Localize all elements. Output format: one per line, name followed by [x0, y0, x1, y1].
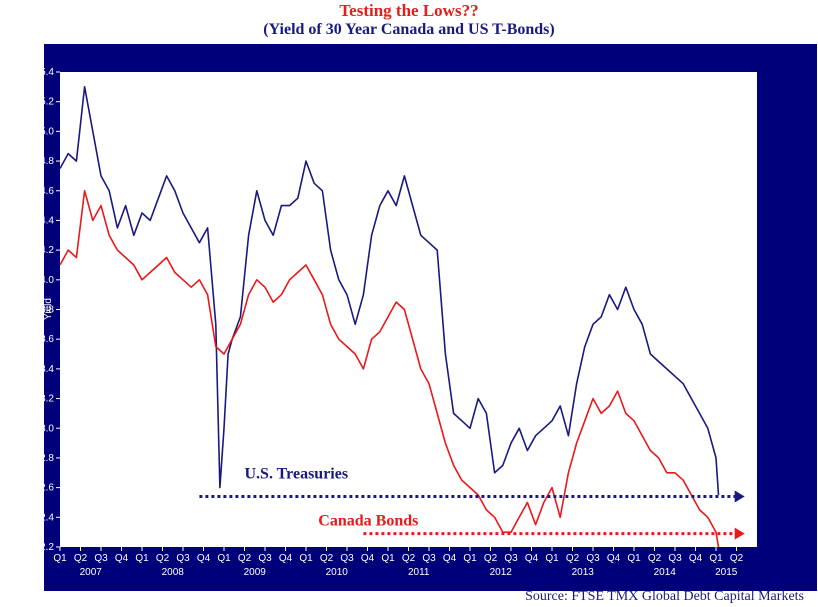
arrow-head-icon	[734, 490, 745, 503]
x-tick-label: Q4	[115, 553, 129, 564]
y-tick-label: 4.4	[44, 215, 54, 226]
x-tick-label: Q1	[709, 553, 723, 564]
year-label: 2008	[162, 567, 185, 578]
y-tick-label: 2.8	[44, 453, 54, 464]
x-tick-label: Q2	[566, 553, 580, 564]
y-axis-label: Yield	[44, 298, 54, 320]
x-tick-label: Q1	[463, 553, 477, 564]
chart-title: Testing the Lows??	[339, 1, 479, 20]
y-axis: 5.4 5.2 5.0 4.8 4.6 4.4 4.2 4.0 3.8 3.6 3.4 3.2 3.0 2…	[44, 67, 60, 553]
y-tick-label: 5.4	[44, 67, 54, 78]
y-tick-label: 3.2	[44, 394, 54, 405]
x-tick-label: Q3	[504, 553, 518, 564]
year-label: 2009	[244, 567, 267, 578]
x-tick-label: Q4	[197, 553, 211, 564]
y-tick-label: 3.6	[44, 334, 54, 345]
y-tick-label: 4.8	[44, 156, 54, 167]
x-tick-label: Q4	[279, 553, 293, 564]
series-line-us-treasuries	[59, 85, 720, 496]
series-layer	[59, 85, 720, 548]
year-label: 2010	[326, 567, 349, 578]
y-tick-label: 2.4	[44, 512, 54, 523]
x-tick-label: Q3	[176, 553, 190, 564]
x-axis: Q1 Q2 Q3 Q4 Q1 Q2 Q3 Q4 Q1 Q2 Q3 Q4 Q1 Q2 Q3 Q4 Q1 Q2 Q3 Q4…	[53, 547, 744, 578]
year-label: 2015	[715, 567, 738, 578]
x-tick-label: Q3	[94, 553, 108, 564]
x-tick-label: Q4	[443, 553, 457, 564]
x-tick-label: Q2	[238, 553, 252, 564]
arrow-head-icon	[734, 527, 745, 540]
source-note: Source: FTSE TMX Global Debt Capital Mar…	[525, 589, 804, 604]
x-tick-label: Q1	[53, 553, 67, 564]
y-tick-label: 3.4	[44, 364, 54, 375]
year-label: 2011	[408, 567, 430, 578]
x-tick-label: Q2	[730, 553, 744, 564]
y-tick-label: 4.6	[44, 186, 54, 197]
y-tick-label: 2.2	[44, 542, 54, 553]
x-tick-label: Q2	[648, 553, 662, 564]
x-tick-label: Q2	[320, 553, 334, 564]
x-tick-label: Q2	[402, 553, 416, 564]
x-tick-label: Q4	[525, 553, 539, 564]
x-tick-label: Q3	[258, 553, 272, 564]
y-tick-label: 2.6	[44, 483, 54, 494]
series-line-canada-bonds	[59, 190, 720, 548]
year-label: 2014	[654, 567, 677, 578]
x-tick-label: Q1	[627, 553, 641, 564]
year-label: 2013	[572, 567, 595, 578]
y-tick-label: 3.0	[44, 423, 54, 434]
x-tick-label: Q3	[340, 553, 354, 564]
x-tick-label: Q1	[299, 553, 313, 564]
y-tick-label: 4.0	[44, 275, 54, 286]
year-label: 2012	[490, 567, 513, 578]
chart-subtitle: (Yield of 30 Year Canada and US T-Bonds)	[263, 21, 555, 38]
x-tick-label: Q4	[607, 553, 621, 564]
annotation-label: U.S. Treasuries	[245, 466, 349, 483]
x-tick-label: Q1	[135, 553, 149, 564]
x-tick-label: Q3	[668, 553, 682, 564]
y-tick-label: 3.8	[44, 305, 54, 316]
x-tick-label: Q1	[217, 553, 231, 564]
annotation-layer: U.S. Treasuries Canada Bonds	[199, 466, 745, 540]
x-tick-label: Q2	[156, 553, 170, 564]
x-tick-label: Q1	[381, 553, 395, 564]
x-tick-label: Q3	[586, 553, 600, 564]
y-tick-label: 5.0	[44, 126, 54, 137]
plot-area	[60, 72, 757, 547]
yield-chart: 5.4 5.2 5.0 4.8 4.6 4.4 4.2 4.0 3.8 3.6 3.4 3.2 3.0 2…	[44, 67, 757, 578]
x-tick-label: Q4	[689, 553, 703, 564]
x-tick-label: Q2	[74, 553, 88, 564]
x-tick-label: Q3	[422, 553, 436, 564]
annotation-label: Canada Bonds	[318, 513, 418, 530]
x-tick-label: Q2	[484, 553, 498, 564]
x-tick-label: Q1	[545, 553, 559, 564]
x-tick-label: Q4	[361, 553, 375, 564]
y-tick-label: 4.2	[44, 245, 54, 256]
y-tick-label: 5.2	[44, 97, 54, 108]
year-label: 2007	[80, 567, 103, 578]
